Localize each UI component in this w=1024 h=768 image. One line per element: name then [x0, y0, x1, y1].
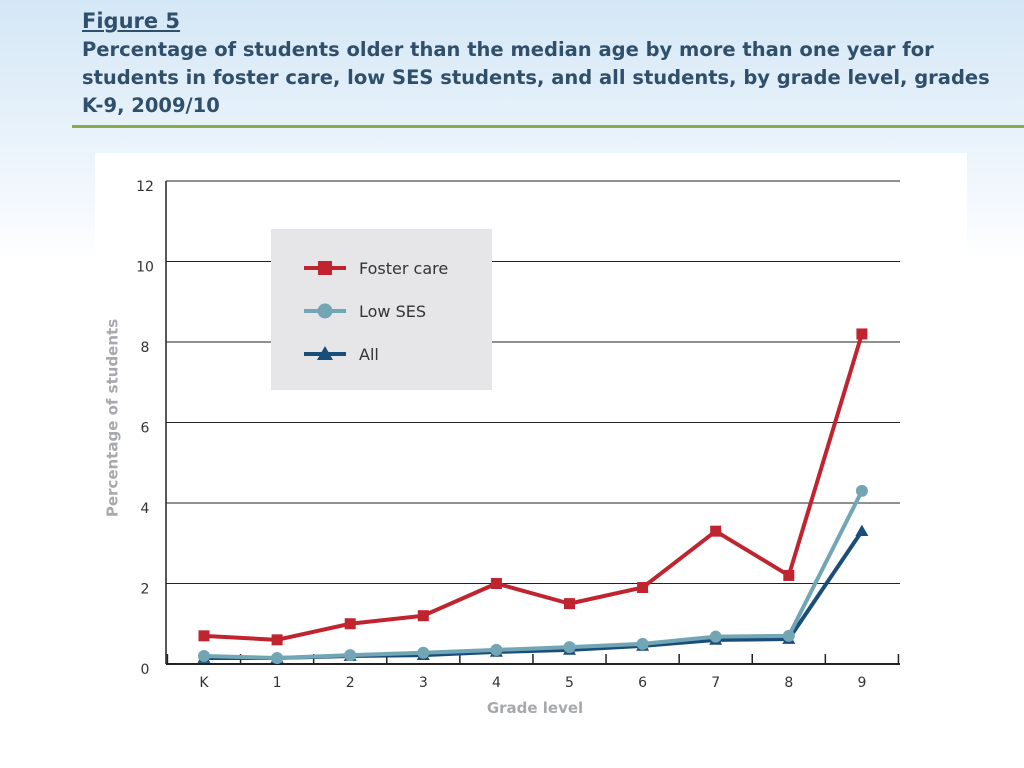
data-point — [198, 630, 210, 642]
legend-item: Low SES — [304, 302, 426, 321]
data-point — [490, 578, 502, 589]
x-tick-label: 3 — [419, 675, 428, 691]
y-tick-label: 8 — [141, 340, 150, 356]
figure-header: Figure 5 Percentage of students older th… — [82, 6, 1002, 120]
data-point — [417, 610, 429, 622]
data-point — [344, 618, 356, 630]
data-point — [782, 629, 795, 642]
legend: Foster care Low SES All — [271, 229, 492, 390]
figure-label: Figure 5 — [82, 9, 181, 33]
data-point — [344, 649, 357, 662]
legend-label: Low SES — [359, 302, 426, 321]
series-low-ses — [198, 484, 868, 664]
data-point — [271, 634, 283, 646]
data-point — [855, 524, 869, 537]
data-point — [198, 649, 210, 662]
data-point — [709, 630, 722, 643]
x-tick-label: 6 — [638, 675, 647, 691]
x-tick-label: K — [199, 675, 209, 691]
data-point — [855, 484, 868, 497]
x-axis-title: Grade level — [487, 699, 583, 717]
legend-label: All — [359, 345, 379, 364]
x-tick-label: 8 — [784, 675, 793, 691]
legend-label: Foster care — [359, 259, 448, 278]
data-point — [856, 328, 868, 340]
data-point — [271, 651, 284, 664]
data-point — [783, 569, 795, 581]
x-tick-label: 9 — [857, 675, 866, 691]
y-tick-label: 12 — [136, 179, 154, 195]
y-tick-label: 6 — [141, 421, 150, 437]
title-divider — [72, 125, 1024, 128]
data-point — [417, 646, 430, 659]
x-tick-labels: K 1 2 3 4 5 6 7 8 9 — [199, 675, 866, 691]
y-tick-labels: 0 2 4 6 8 10 12 — [136, 179, 154, 678]
series-layer — [197, 328, 869, 664]
y-tick-label: 4 — [141, 501, 150, 517]
y-axis-title: Percentage of students — [104, 319, 122, 517]
series-line — [203, 490, 864, 660]
y-tick-label: 2 — [141, 582, 150, 598]
series-foster-care — [198, 328, 868, 646]
y-tick-label: 0 — [141, 662, 150, 678]
x-tick-label: 1 — [273, 675, 282, 691]
data-point — [490, 643, 503, 656]
x-tick-label: 2 — [346, 675, 355, 691]
data-point — [710, 525, 722, 537]
legend-item: All — [304, 345, 379, 364]
legend-item: Foster care — [304, 259, 448, 278]
data-point — [318, 261, 332, 275]
x-tick-label: 5 — [565, 675, 574, 691]
y-tick-label: 10 — [136, 260, 154, 276]
data-point — [564, 598, 575, 610]
data-point — [563, 641, 576, 654]
data-point — [317, 346, 333, 360]
x-tick-label: 7 — [711, 675, 720, 691]
x-tick-label: 4 — [492, 675, 501, 691]
data-point — [636, 637, 649, 650]
figure-title: Percentage of students older than the me… — [82, 38, 990, 117]
data-point — [317, 303, 333, 319]
series-line — [203, 333, 864, 642]
data-point — [637, 582, 649, 594]
